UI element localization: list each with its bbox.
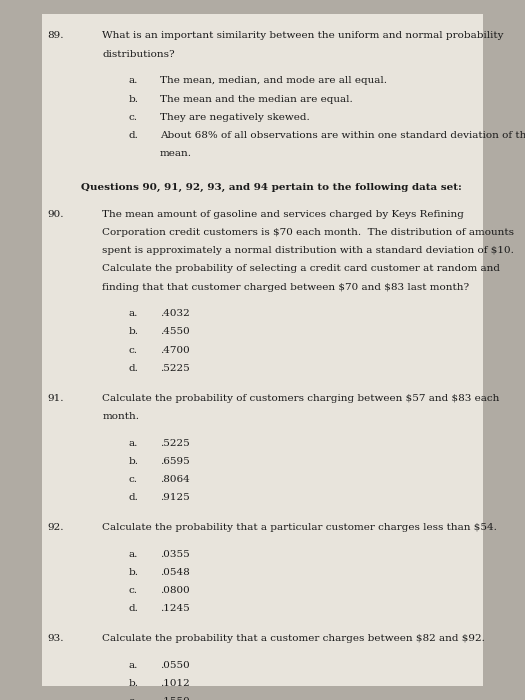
Text: b.: b. [129,328,139,337]
Text: c.: c. [129,697,138,700]
Text: Calculate the probability of customers charging between \$57 and \$83 each: Calculate the probability of customers c… [102,394,500,402]
Text: .9125: .9125 [160,494,190,502]
Text: 91.: 91. [47,394,64,402]
Text: a.: a. [129,76,138,85]
Text: 92.: 92. [47,523,64,532]
Text: They are negatively skewed.: They are negatively skewed. [160,113,310,122]
Text: a.: a. [129,309,138,318]
Text: .0800: .0800 [160,586,190,595]
Text: .1550: .1550 [160,697,190,700]
Text: .4550: .4550 [160,328,190,337]
Text: .1012: .1012 [160,679,190,688]
Text: d.: d. [129,364,139,373]
Text: .0550: .0550 [160,661,190,670]
Text: .0548: .0548 [160,568,190,577]
Text: c.: c. [129,475,138,484]
Text: About 68% of all observations are within one standard deviation of the: About 68% of all observations are within… [160,131,525,140]
Text: Calculate the probability that a customer charges between \$82 and \$92.: Calculate the probability that a custome… [102,634,485,643]
Text: c.: c. [129,586,138,595]
Text: a.: a. [129,661,138,670]
Text: a.: a. [129,439,138,447]
Text: b.: b. [129,94,139,104]
Text: d.: d. [129,604,139,613]
Text: c.: c. [129,113,138,122]
Text: Calculate the probability that a particular customer charges less than \$54.: Calculate the probability that a particu… [102,523,497,532]
Text: .1245: .1245 [160,604,190,613]
Text: The mean, median, and mode are all equal.: The mean, median, and mode are all equal… [160,76,387,85]
Text: d.: d. [129,494,139,502]
Text: b.: b. [129,568,139,577]
Text: Questions 90, 91, 92, 93, and 94 pertain to the following data set:: Questions 90, 91, 92, 93, and 94 pertain… [81,183,462,192]
Text: .8064: .8064 [160,475,190,484]
Text: finding that that customer charged between \$70 and \$83 last month?: finding that that customer charged betwe… [102,283,469,292]
Text: .4700: .4700 [160,346,190,355]
Text: 90.: 90. [47,210,64,219]
Text: month.: month. [102,412,139,421]
Text: .5225: .5225 [160,439,190,447]
Text: 89.: 89. [47,32,64,41]
Text: .4032: .4032 [160,309,190,318]
Text: The mean and the median are equal.: The mean and the median are equal. [160,94,353,104]
Text: distributions?: distributions? [102,50,175,59]
Text: c.: c. [129,346,138,355]
Text: What is an important similarity between the uniform and normal probability: What is an important similarity between … [102,32,504,41]
Text: spent is approximately a normal distribution with a standard deviation of \$10.: spent is approximately a normal distribu… [102,246,514,256]
Text: b.: b. [129,457,139,466]
Text: Calculate the probability of selecting a credit card customer at random and: Calculate the probability of selecting a… [102,265,500,274]
Text: Corporation credit customers is \$70 each month.  The distribution of amounts: Corporation credit customers is \$70 eac… [102,228,514,237]
Text: The mean amount of gasoline and services charged by Keys Refining: The mean amount of gasoline and services… [102,210,464,219]
Text: .0355: .0355 [160,550,190,559]
Text: .6595: .6595 [160,457,190,466]
Bar [42,14,483,686]
Text: a.: a. [129,550,138,559]
Text: d.: d. [129,131,139,140]
Text: 93.: 93. [47,634,64,643]
Text: .5225: .5225 [160,364,190,373]
Text: mean.: mean. [160,149,192,158]
Text: b.: b. [129,679,139,688]
